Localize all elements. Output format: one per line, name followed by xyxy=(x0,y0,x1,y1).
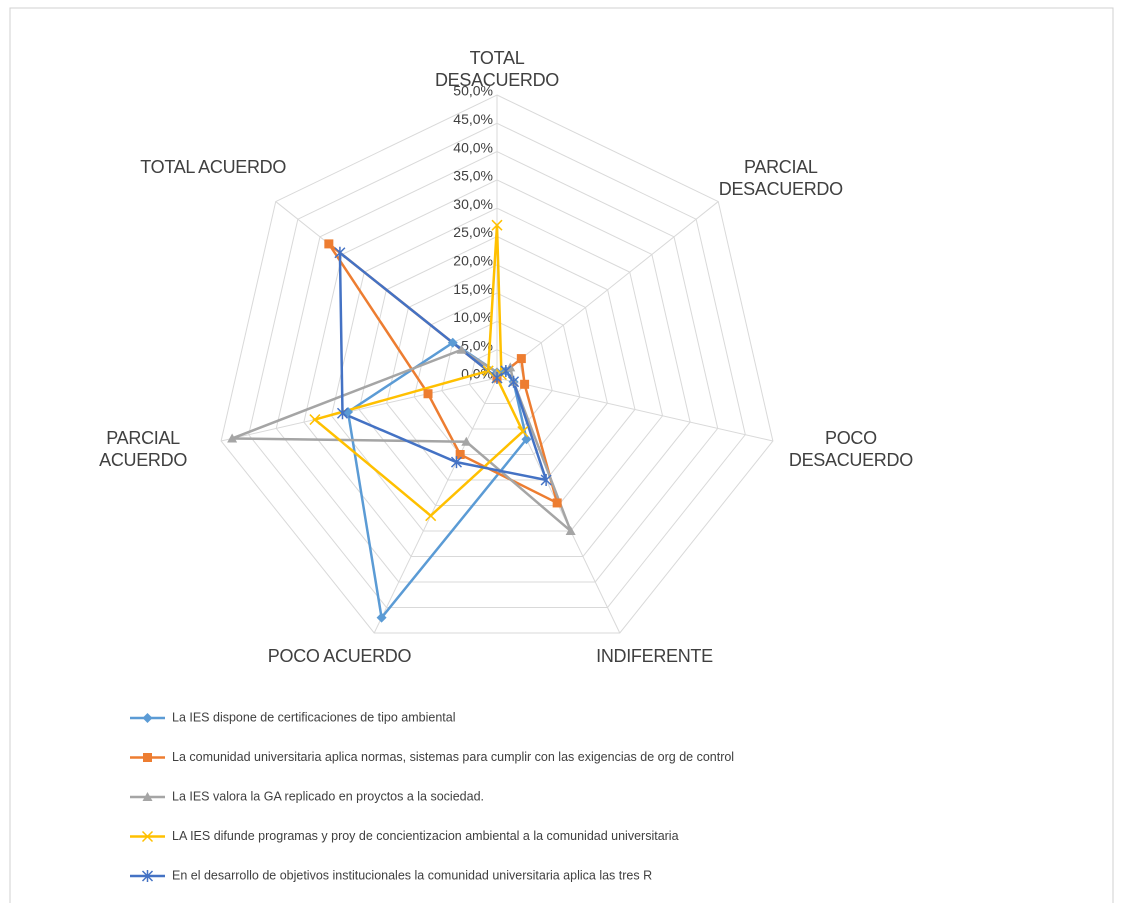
y-tick-label: 15,0% xyxy=(453,281,493,297)
data-point xyxy=(482,365,494,377)
data-point xyxy=(376,612,387,623)
data-point xyxy=(552,498,562,508)
data-point xyxy=(425,510,437,522)
legend-marker xyxy=(142,792,153,801)
legend-label: LA IES difunde programas y proy de conci… xyxy=(172,829,679,843)
y-tick-label: 25,0% xyxy=(453,224,493,240)
data-point xyxy=(336,407,349,420)
grid-ring xyxy=(303,179,691,557)
grid-ring xyxy=(330,207,664,532)
grid-ring xyxy=(441,320,553,430)
data-point xyxy=(565,525,576,535)
category-label: PARCIAL DESACUERDO xyxy=(718,156,843,199)
data-point xyxy=(450,456,463,469)
data-point xyxy=(520,379,530,389)
y-tick-label: 20,0% xyxy=(453,253,493,269)
data-point xyxy=(455,449,465,459)
category-label: POCO DESACUERDO xyxy=(788,428,913,471)
grid-ring xyxy=(220,94,774,634)
data-point xyxy=(492,367,502,377)
grid-ring xyxy=(468,349,526,404)
legend-label: La IES dispone de certificaciones de tip… xyxy=(172,710,456,724)
data-point xyxy=(517,426,529,438)
data-point xyxy=(227,433,238,443)
legend-marker xyxy=(141,870,154,882)
data-point xyxy=(309,414,321,426)
spoke xyxy=(373,377,498,634)
data-point xyxy=(324,239,334,249)
y-tick-label: 40,0% xyxy=(453,139,493,155)
data-point xyxy=(491,372,503,384)
grid-ring xyxy=(248,122,746,608)
spoke xyxy=(496,201,719,379)
data-point xyxy=(540,473,552,486)
data-point xyxy=(500,364,512,377)
data-point xyxy=(334,246,346,259)
legend-marker xyxy=(142,713,153,723)
y-tick-label: 10,0% xyxy=(453,309,493,325)
y-tick-label: 45,0% xyxy=(453,111,493,127)
grid-ring xyxy=(386,264,608,481)
data-point xyxy=(456,344,467,354)
data-point xyxy=(491,219,503,231)
data-point xyxy=(521,434,532,445)
legend-label: La IES valora la GA replicado en proycto… xyxy=(172,789,484,803)
legend-label: En el desarrollo de objetivos institucio… xyxy=(172,868,652,882)
data-point xyxy=(516,354,526,364)
y-tick-label: 50,0% xyxy=(453,83,493,99)
data-point xyxy=(508,375,520,388)
y-tick-label: 30,0% xyxy=(453,196,493,212)
category-label: INDIFERENTE xyxy=(596,646,713,667)
y-tick-label: 5,0% xyxy=(461,337,493,353)
data-point xyxy=(423,389,433,399)
category-label: PARCIAL ACUERDO xyxy=(99,428,188,471)
data-point xyxy=(447,337,458,348)
data-point xyxy=(461,436,472,446)
legend-marker xyxy=(141,830,154,843)
chart-frame xyxy=(9,7,1114,903)
grid-ring xyxy=(275,151,719,583)
category-label: TOTAL DESACUERDO xyxy=(434,48,560,90)
spoke xyxy=(496,377,774,442)
category-label: POCO ACUERDO xyxy=(267,646,412,667)
spoke xyxy=(220,377,498,442)
category-label: TOTAL ACUERDO xyxy=(140,156,287,177)
legend-marker xyxy=(143,753,152,762)
legend-label: La comunidad universitaria aplica normas… xyxy=(172,750,734,764)
grid-ring xyxy=(358,235,636,506)
y-tick-label: 35,0% xyxy=(453,168,493,184)
